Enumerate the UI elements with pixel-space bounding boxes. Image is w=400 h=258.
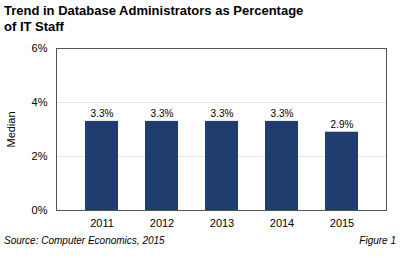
- svg-text:2011: 2011: [90, 217, 114, 229]
- svg-text:Median: Median: [5, 112, 17, 148]
- svg-text:0%: 0%: [32, 204, 48, 216]
- svg-text:2.9%: 2.9%: [331, 119, 354, 130]
- svg-text:4%: 4%: [32, 96, 48, 108]
- svg-text:2%: 2%: [32, 150, 48, 162]
- svg-text:6%: 6%: [32, 42, 48, 54]
- svg-text:3.3%: 3.3%: [271, 109, 294, 120]
- svg-text:2013: 2013: [210, 217, 234, 229]
- svg-text:3.3%: 3.3%: [91, 109, 114, 120]
- html-text:Trend in Database Administrato: Trend in Database Administrators as Perc…: [4, 3, 304, 34]
- svg-text:3.3%: 3.3%: [211, 109, 234, 120]
- svg-text:3.3%: 3.3%: [151, 109, 174, 120]
- html-text:Source: Computer Economics, 20: Source: Computer Economics, 2015: [4, 235, 165, 247]
- svg-text:2012: 2012: [150, 217, 174, 229]
- html-text:Figure 1: Figure 1: [359, 235, 396, 247]
- svg-text:2015: 2015: [330, 217, 354, 229]
- svg-text:2014: 2014: [270, 217, 294, 229]
